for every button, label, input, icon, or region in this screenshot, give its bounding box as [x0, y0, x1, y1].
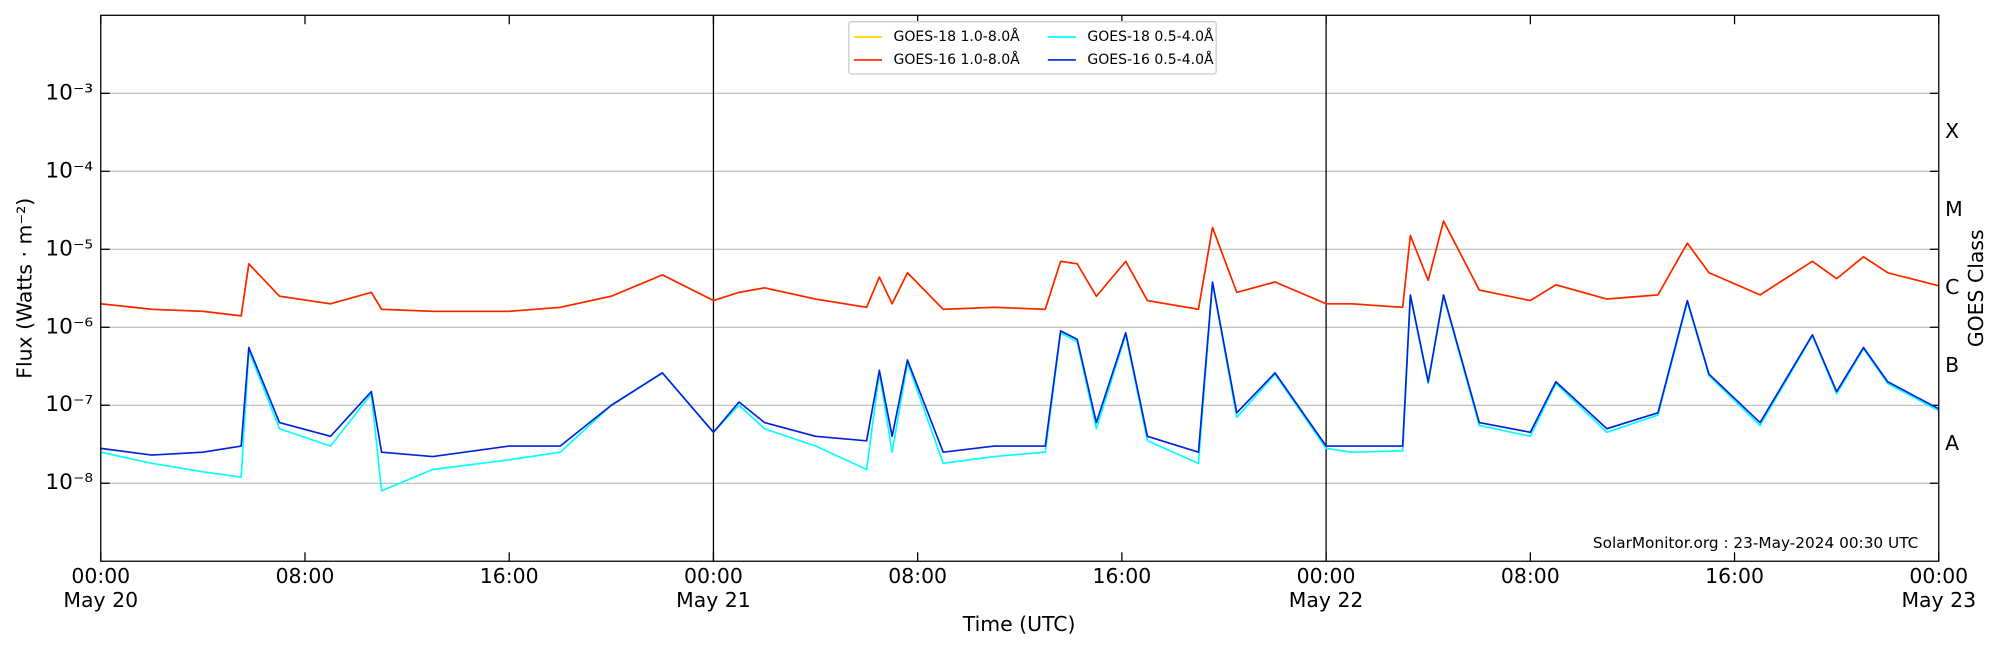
series-line	[100, 281, 1940, 458]
x-tick-label: 00:00 May 20	[63, 563, 139, 613]
plot-frame	[100, 14, 1940, 562]
legend-label: GOES-18 0.5-4.0Å	[1087, 28, 1214, 45]
x-tick-label: 00:00 May 23	[1901, 563, 1977, 613]
y-tick-label: 10⁻⁸	[45, 470, 93, 495]
x-axis-label: Time (UTC)	[962, 612, 1076, 636]
series-line	[100, 220, 1939, 317]
x-tick-label: 08:00	[1500, 563, 1560, 589]
x-tick-label: 00:00 May 21	[676, 563, 751, 613]
x-tick-label: 16:00	[1705, 563, 1764, 589]
y-tick-label: 10⁻⁴	[45, 158, 93, 183]
y-tick-label: 10⁻³	[45, 80, 93, 105]
legend-box	[848, 21, 1217, 75]
x-tick-label: 08:00	[888, 563, 948, 589]
y-axis-label: Flux (Watts · m⁻²)	[13, 198, 37, 379]
legend-label: GOES-16 1.0-8.0Å	[893, 51, 1020, 68]
class-label: M	[1945, 197, 1963, 221]
class-label: B	[1945, 353, 1959, 377]
series-line	[100, 282, 1940, 492]
class-label: C	[1945, 275, 1959, 299]
y2-axis-label: GOES Class	[1964, 229, 1988, 347]
y-tick-label: 10⁻⁵	[45, 236, 93, 261]
class-label: X	[1945, 119, 1959, 143]
annotation: SolarMonitor.org : 23-May-2024 00:30 UTC	[1593, 534, 1918, 552]
x-tick-label: 16:00	[1092, 563, 1152, 589]
y-tick-label: 10⁻⁶	[45, 314, 93, 339]
legend-label: GOES-16 0.5-4.0Å	[1087, 51, 1214, 68]
x-tick-label: 08:00	[275, 563, 335, 589]
y-tick-label: 10⁻⁷	[45, 392, 93, 417]
class-label: A	[1945, 431, 1959, 455]
x-tick-label: 16:00	[479, 563, 539, 589]
x-tick-label: 00:00 May 22	[1288, 563, 1364, 613]
legend-label: GOES-18 1.0-8.0Å	[893, 28, 1020, 45]
